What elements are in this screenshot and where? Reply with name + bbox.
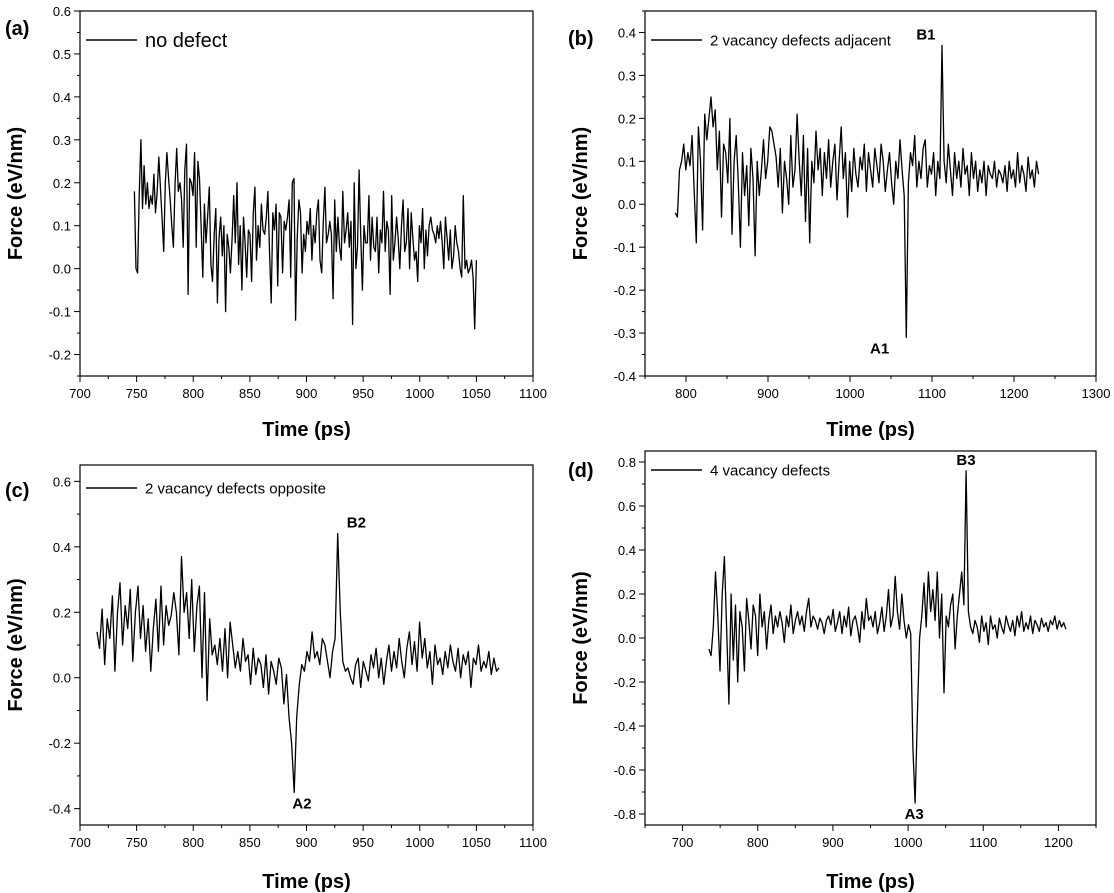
y-tick-label: 0.2	[53, 605, 71, 620]
x-tick-label: 950	[352, 835, 374, 850]
legend-label: no defect	[145, 30, 228, 52]
x-tick-label: 950	[352, 386, 374, 401]
annotation-b3: B3	[956, 452, 975, 469]
annotation-b1: B1	[916, 26, 935, 43]
series-line	[96, 533, 500, 793]
y-tick-label: 0.6	[618, 499, 636, 514]
y-tick-label: 0.6	[53, 474, 71, 489]
annotation-a2: A2	[292, 795, 311, 812]
series-line	[674, 44, 1040, 339]
y-tick-label: -0.2	[49, 348, 71, 363]
y-tick-label: 0.2	[618, 587, 636, 602]
x-tick-label: 900	[822, 835, 844, 850]
y-tick-label: 0.0	[53, 262, 71, 277]
y-tick-label: -0.1	[614, 240, 636, 255]
y-tick-label: 0.3	[618, 68, 636, 83]
x-tick-label: 1100	[969, 835, 997, 850]
y-tick-label: -0.6	[614, 763, 636, 778]
x-tick-label: 700	[69, 386, 91, 401]
annotation-a1: A1	[870, 340, 889, 357]
panel-label: (b)	[568, 28, 594, 50]
panel-label: (a)	[5, 18, 29, 40]
x-tick-label: 800	[182, 835, 204, 850]
chart-panel-c: 700 750 800 850 900 950 1000 1050 1100 -0.4 -0.2 0.…	[5, 464, 547, 893]
panel-label: (d)	[568, 460, 594, 482]
panel-label: (c)	[5, 480, 29, 502]
x-tick-label: 1200	[1000, 386, 1029, 401]
y-tick-label: 0.6	[53, 4, 71, 19]
y-tick-label: 0.5	[53, 47, 71, 62]
y-axis-title: Force (eV/nm)	[5, 578, 27, 711]
x-tick-label: 1050	[462, 386, 491, 401]
x-axis-title: Time (ps)	[262, 871, 351, 893]
x-tick-label: 1000	[405, 835, 434, 850]
y-tick-label: 0.4	[618, 25, 636, 40]
x-tick-label: 1100	[519, 835, 547, 850]
x-tick-label: 900	[296, 835, 318, 850]
x-tick-label: 850	[239, 835, 261, 850]
x-tick-label: 800	[675, 386, 697, 401]
y-tick-label: 0.3	[53, 133, 71, 148]
y-tick-label: -0.1	[49, 305, 71, 320]
x-axis-title: Time (ps)	[826, 419, 915, 441]
y-tick-label: 0.4	[53, 540, 71, 555]
y-tick-label: -0.2	[49, 736, 71, 751]
legend-label: 2 vacancy defects opposite	[145, 480, 326, 497]
y-tick-label: 0.0	[618, 631, 636, 646]
x-axis-title: Time (ps)	[262, 419, 351, 441]
y-axis-title: Force (eV/nm)	[570, 127, 592, 260]
y-tick-label: 0.4	[618, 543, 636, 558]
y-tick-label: 0.1	[53, 219, 71, 234]
x-tick-label: 1000	[836, 386, 865, 401]
y-tick-label: -0.2	[614, 675, 636, 690]
y-tick-label: -0.8	[614, 807, 636, 822]
x-tick-label: 900	[757, 386, 779, 401]
chart-panel-d: 700 800 900 1000 1100 1200 -0.8 -0.6 -0.4 -0.2 0.0…	[568, 450, 1097, 893]
annotation-b2: B2	[347, 515, 366, 532]
y-tick-label: -0.4	[614, 719, 636, 734]
x-axis-title: Time (ps)	[826, 871, 915, 893]
x-tick-label: 1200	[1044, 835, 1073, 850]
y-tick-label: 0.1	[618, 154, 636, 169]
x-tick-label: 1300	[1082, 386, 1111, 401]
legend-label: 4 vacancy defects	[710, 462, 830, 479]
y-axis-title: Force (eV/nm)	[570, 571, 592, 704]
plot-frame	[79, 464, 534, 826]
x-tick-label: 1100	[519, 386, 547, 401]
x-tick-label: 900	[296, 386, 318, 401]
x-tick-label: 1000	[405, 386, 434, 401]
x-tick-label: 1000	[894, 835, 923, 850]
series-line	[708, 470, 1067, 804]
y-tick-label: -0.4	[614, 369, 636, 384]
series-line	[133, 139, 478, 330]
y-tick-label: -0.3	[614, 326, 636, 341]
y-tick-label: 0.8	[618, 455, 636, 470]
chart-panel-b: 800 900 1000 1100 1200 1300 -0.4 -0.3 -0.2 -0.1 0.…	[568, 10, 1111, 441]
x-tick-label: 700	[69, 835, 91, 850]
plot-frame	[644, 10, 1097, 377]
y-tick-label: -0.4	[49, 802, 71, 817]
x-tick-label: 1100	[918, 386, 946, 401]
y-tick-label: 0.4	[53, 90, 71, 105]
x-tick-label: 750	[126, 835, 148, 850]
x-tick-label: 800	[747, 835, 769, 850]
legend-label: 2 vacancy defects adjacent	[710, 32, 892, 49]
chart-panel-a: 700 750 800 850 900 950 1000 1050 1100 -0.2 -0.1 0.…	[5, 4, 547, 441]
x-tick-label: 1050	[462, 835, 491, 850]
x-tick-label: 850	[239, 386, 261, 401]
y-tick-label: 0.2	[618, 111, 636, 126]
y-tick-label: -0.2	[614, 283, 636, 298]
y-tick-label: 0.2	[53, 176, 71, 191]
x-tick-label: 700	[672, 835, 694, 850]
annotation-a3: A3	[905, 806, 924, 823]
x-tick-label: 750	[126, 386, 148, 401]
x-tick-label: 800	[182, 386, 204, 401]
y-tick-label: 0.0	[53, 671, 71, 686]
y-axis-title: Force (eV/nm)	[5, 127, 27, 260]
y-tick-label: 0.0	[618, 197, 636, 212]
